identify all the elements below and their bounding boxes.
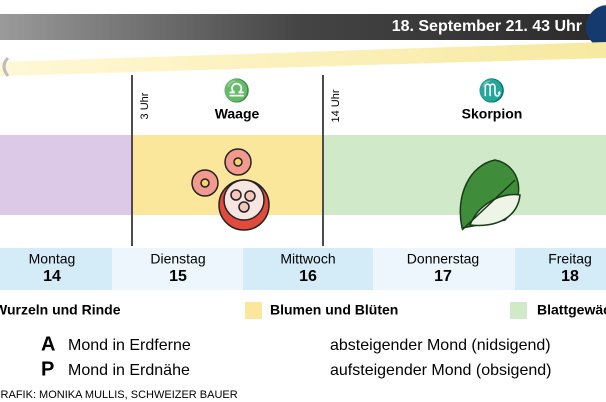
date: 18. September 21. 43 Uhr [392, 18, 582, 35]
day-number: 17 [434, 268, 452, 285]
legend-swatch [245, 302, 262, 319]
day-name: Donnerstag [407, 251, 479, 267]
legend-label: Blumen und Blüten [270, 302, 398, 318]
day-cell [243, 248, 373, 290]
flower-icon [191, 148, 270, 231]
sign-name: Waage [215, 106, 260, 122]
sign-time: 14 Uhr [330, 89, 342, 122]
leaf-icon [459, 159, 521, 231]
sign-time: 3 Uhr [139, 92, 151, 119]
sign-symbol: ♎ [223, 78, 250, 103]
moon-band [0, 42, 606, 76]
moon-letter: A [41, 333, 55, 355]
day-name: Montag [29, 251, 76, 267]
day-number: 16 [299, 268, 317, 285]
root-band [0, 135, 131, 215]
day-number: 15 [169, 268, 187, 285]
credit: GRAFIK: MONIKA MULLIS, SCHWEIZER BAUER [0, 389, 238, 401]
legend-label: Wurzeln und Rinde [0, 302, 121, 318]
day-number: 18 [561, 268, 579, 285]
moon-text: Mond in Erdferne [68, 337, 191, 354]
moon-icon [586, 5, 606, 49]
day-cell [515, 248, 606, 290]
day-name: Mittwoch [280, 251, 335, 267]
day-cell [0, 248, 112, 290]
day-cell [112, 248, 243, 290]
moon-letter: P [41, 358, 54, 380]
moon-arc [2, 56, 10, 77]
day-number: 14 [43, 268, 61, 285]
legend-label: Blattgewächse [537, 302, 606, 318]
moon-text: Mond in Erdnähe [68, 362, 190, 379]
direction-text: absteigender Mond (nidsigend) [330, 337, 551, 354]
day-name: Dienstag [150, 251, 205, 267]
legend-swatch [510, 302, 527, 319]
direction-text: aufsteigender Mond (obsigend) [330, 362, 551, 379]
sign-name: Skorpion [462, 106, 523, 122]
day-name: Freitag [548, 251, 592, 267]
day-cell [373, 248, 515, 290]
sign-symbol: ♏ [478, 78, 505, 103]
date-bar [0, 14, 606, 40]
